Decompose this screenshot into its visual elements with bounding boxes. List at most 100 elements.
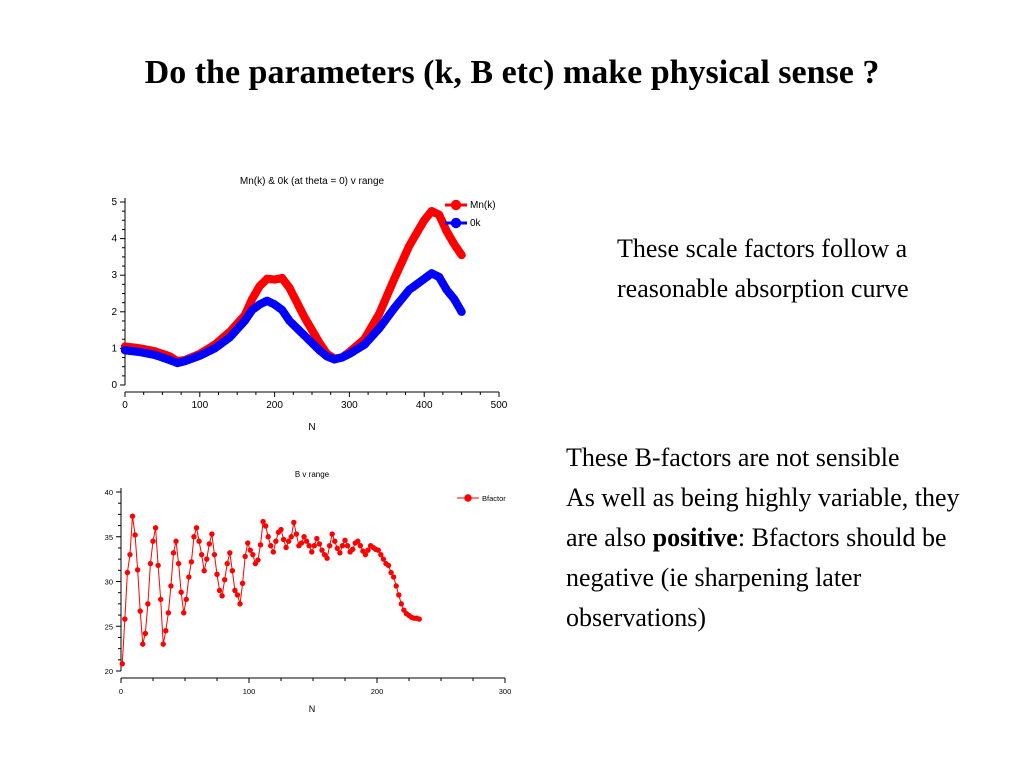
data-point <box>280 536 287 543</box>
data-point <box>204 556 210 562</box>
series-bfactor <box>119 513 422 667</box>
data-point <box>216 587 223 594</box>
data-point <box>314 535 320 542</box>
data-point <box>157 596 164 603</box>
data-point <box>355 538 361 544</box>
y-tick-label: 0 <box>111 380 117 391</box>
chart-title: B v range <box>295 470 330 479</box>
data-point <box>247 547 253 553</box>
data-point <box>324 555 330 561</box>
y-tick-label: 4 <box>111 234 117 245</box>
data-point <box>344 543 351 549</box>
data-point <box>357 543 364 549</box>
x-tick-label: 100 <box>191 400 208 411</box>
x-tick-label: 300 <box>341 400 358 411</box>
data-point <box>457 307 466 316</box>
data-point <box>416 616 422 622</box>
y-tick-label: 2 <box>111 307 117 318</box>
data-point <box>334 545 341 552</box>
x-axis-label: N <box>309 704 316 714</box>
legend-label: Mn(k) <box>470 200 496 211</box>
y-tick-label: 35 <box>105 533 113 542</box>
data-point <box>309 549 315 555</box>
scale-factor-note-text: These scale factors follow a reasonable … <box>617 234 909 303</box>
data-point <box>311 543 317 549</box>
data-point <box>232 587 238 594</box>
slide-title: Do the parameters (k, B etc) make physic… <box>144 54 880 91</box>
data-point <box>186 574 192 580</box>
data-point <box>342 537 348 544</box>
data-point <box>170 550 177 556</box>
series-line <box>121 516 420 664</box>
data-point <box>188 559 195 565</box>
legend-label: Bfactor <box>482 494 506 503</box>
data-point <box>255 557 261 563</box>
data-point <box>163 628 169 634</box>
legend-swatch-marker <box>464 494 472 502</box>
data-point <box>349 546 356 552</box>
data-point <box>326 543 333 549</box>
data-point <box>198 551 205 558</box>
data-point <box>283 544 289 551</box>
data-point <box>191 534 197 540</box>
data-point <box>219 593 225 599</box>
data-point <box>273 538 279 544</box>
data-point <box>362 551 369 558</box>
x-tick-label: 0 <box>122 400 128 411</box>
data-point <box>152 525 159 531</box>
data-point <box>457 250 466 260</box>
x-axis-label: N <box>308 422 315 433</box>
data-point <box>183 596 189 603</box>
x-tick-label: 200 <box>371 687 384 696</box>
x-tick-label: 500 <box>491 400 508 411</box>
data-point <box>285 538 292 544</box>
data-point <box>380 556 387 562</box>
legend: Mn(k) 0k <box>445 199 496 229</box>
y-tick-label: 30 <box>105 578 113 587</box>
legend-swatch-marker <box>450 199 462 211</box>
bfactor-note-line2: As well as being highly variable, they a… <box>566 478 986 638</box>
data-point <box>201 568 207 574</box>
y-tick-label: 25 <box>105 622 113 631</box>
data-point <box>155 562 161 569</box>
data-point <box>337 550 343 556</box>
data-point <box>245 540 251 546</box>
data-point <box>181 610 187 616</box>
data-point <box>339 543 346 549</box>
y-tick-label: 20 <box>105 667 113 676</box>
data-point <box>229 568 236 574</box>
data-point <box>206 541 213 547</box>
bfactor-note-line1: These B-factors are not sensible <box>566 443 900 472</box>
data-point <box>278 526 284 533</box>
data-point <box>239 580 246 586</box>
data-point <box>150 538 156 544</box>
data-point <box>127 551 133 558</box>
bfactor-note-post: : Bfactors should be negative (ie sharpe… <box>566 523 947 632</box>
data-point <box>160 641 166 647</box>
bfactor-note-bold: positive <box>652 523 738 552</box>
data-point <box>288 534 294 540</box>
data-point <box>250 551 256 558</box>
data-point <box>270 549 277 555</box>
data-point <box>301 534 307 540</box>
data-point <box>122 616 128 622</box>
data-point <box>142 630 149 637</box>
bfactor-chart: B v range 20 25 30 35 40 0 100 200 300 Bfactor N <box>105 470 512 714</box>
data-point <box>147 560 154 567</box>
legend: Bfactor <box>457 494 506 503</box>
data-point <box>165 610 172 616</box>
scale-factor-note: These scale factors follow a reasonable … <box>617 229 937 309</box>
data-point <box>262 523 269 529</box>
data-point <box>388 569 394 576</box>
data-point <box>265 534 271 540</box>
series-layer <box>120 206 466 368</box>
chart-title: Mn(k) & 0k (at theta = 0) v range <box>240 176 385 187</box>
data-point <box>193 525 200 531</box>
data-point <box>319 547 325 553</box>
y-tick-label: 5 <box>111 197 117 208</box>
data-point <box>291 519 297 526</box>
data-point <box>137 608 143 614</box>
data-point <box>224 560 230 567</box>
data-point <box>119 661 125 667</box>
data-point <box>173 538 179 544</box>
